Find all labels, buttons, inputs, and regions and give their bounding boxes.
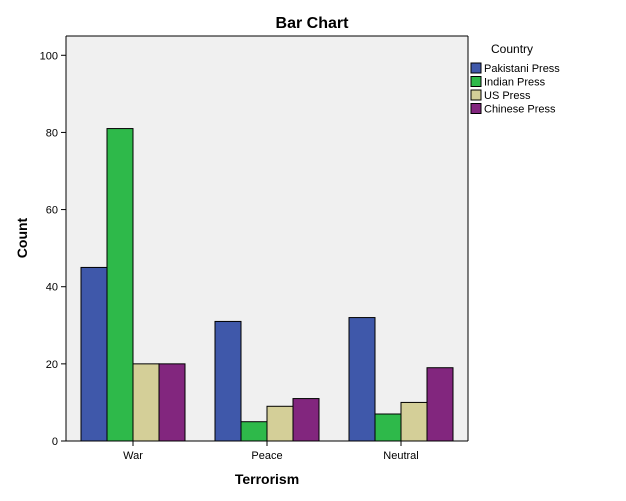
y-tick-label: 0	[52, 436, 58, 448]
bar-chinese-press-war	[158, 363, 186, 442]
legend-swatch-pakistani-press	[470, 62, 482, 74]
bar-chinese-press-peace	[292, 398, 320, 442]
bar-indian-press-war	[106, 128, 134, 442]
y-tick-label: 60	[46, 205, 58, 217]
x-axis-title: Terrorism	[235, 471, 299, 487]
y-tick-label: 40	[46, 282, 58, 294]
legend-swatch-indian-press	[470, 76, 482, 87]
legend-label-us-press: US Press	[484, 90, 531, 102]
bar-pakistani-press-war	[80, 266, 108, 442]
bar-us-press-peace	[266, 405, 294, 442]
y-tick-label: 20	[46, 359, 58, 371]
y-tick-label: 100	[40, 50, 58, 62]
bar-indian-press-peace	[240, 421, 268, 442]
bar-us-press-war	[132, 363, 160, 442]
bar-pakistani-press-peace	[214, 320, 242, 442]
legend-title: Country	[491, 42, 533, 56]
bar-chinese-press-neutral	[426, 367, 454, 442]
y-tick-label: 80	[46, 127, 58, 139]
x-tick-label-peace: Peace	[251, 450, 282, 462]
legend-swatch-chinese-press	[470, 103, 482, 114]
legend-label-indian-press: Indian Press	[484, 77, 546, 89]
legend-swatch-us-press	[470, 89, 482, 101]
legend-label-pakistani-press: Pakistani Press	[484, 63, 560, 75]
chart-title: Bar Chart	[276, 15, 350, 32]
x-tick-label-war: War	[123, 450, 143, 462]
y-axis-title: Count	[14, 217, 30, 258]
bar-pakistani-press-neutral	[348, 317, 376, 442]
legend-label-chinese-press: Chinese Press	[484, 104, 556, 116]
bar-indian-press-neutral	[374, 413, 402, 442]
bar-us-press-neutral	[400, 401, 428, 442]
x-tick-label-neutral: Neutral	[383, 450, 418, 462]
